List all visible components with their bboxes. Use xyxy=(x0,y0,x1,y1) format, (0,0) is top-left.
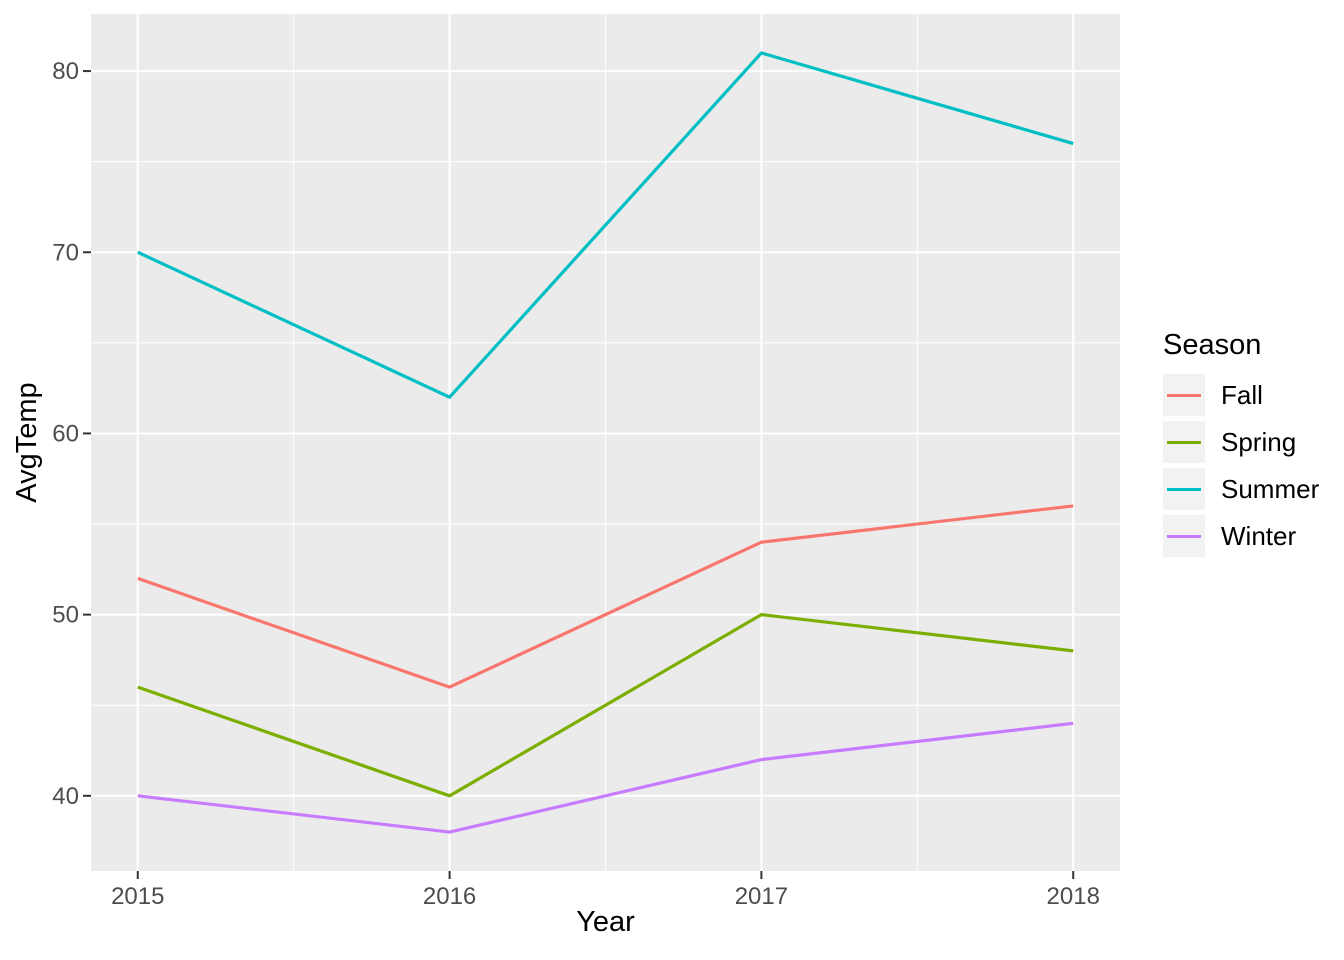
legend-swatch-line xyxy=(1167,393,1201,397)
legend-key xyxy=(1163,374,1205,416)
series-line-fall xyxy=(137,504,1074,689)
series-line-winter xyxy=(137,721,1074,834)
y-tick-label: 70 xyxy=(52,239,79,266)
x-tick-label: 2017 xyxy=(735,883,788,910)
x-tick-label: 2016 xyxy=(423,883,476,910)
legend-swatch-line xyxy=(1167,487,1201,491)
legend-swatch-line xyxy=(1167,440,1201,444)
legend-key xyxy=(1163,468,1205,510)
y-tick-label: 40 xyxy=(52,783,79,810)
legend-label: Spring xyxy=(1221,426,1297,457)
legend-item-summer: Summer xyxy=(1163,468,1344,510)
legend-key xyxy=(1163,421,1205,463)
legend-swatch-line xyxy=(1167,534,1201,538)
x-tick-label: 2018 xyxy=(1047,883,1100,910)
plot-generated-content: 2015 2016 2017 2018 40 50 60 70 80 xyxy=(52,14,1120,910)
legend-label: Fall xyxy=(1221,379,1263,410)
legend-item-spring: Spring xyxy=(1163,421,1344,463)
x-tick-label: 2015 xyxy=(111,883,164,910)
legend-label: Winter xyxy=(1221,520,1297,551)
legend-key xyxy=(1163,515,1205,557)
y-tick-label: 50 xyxy=(52,602,79,629)
legend-item-fall: Fall xyxy=(1163,374,1344,416)
x-axis-title: Year xyxy=(576,906,635,938)
legend-item-winter: Winter xyxy=(1163,515,1344,557)
legend-title: Season xyxy=(1163,329,1262,361)
y-tick-label: 60 xyxy=(52,420,79,447)
y-tick-label: 80 xyxy=(52,58,79,85)
legend-rows: Fall Spring Summer Winter xyxy=(1163,374,1344,557)
series-line-spring xyxy=(137,613,1074,798)
series-line-summer xyxy=(137,51,1074,399)
legend: Season Fall Spring Summer Winter xyxy=(1163,329,1344,562)
y-axis-title: AvgTemp xyxy=(11,382,43,502)
legend-label: Summer xyxy=(1221,473,1320,504)
